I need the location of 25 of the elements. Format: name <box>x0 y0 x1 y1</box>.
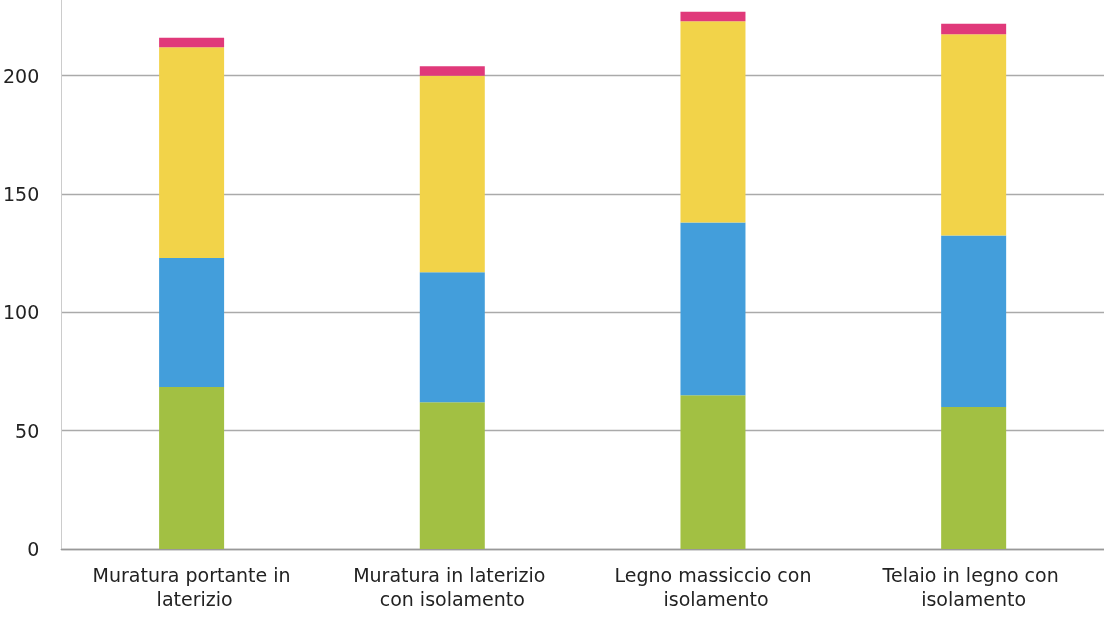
bar <box>419 75 485 273</box>
bar <box>419 402 485 549</box>
y-tick-label: 0 <box>27 538 40 560</box>
x-tick-label: Muratura in laterizio con isolamento <box>353 564 552 610</box>
y-tick-label: 100 <box>3 301 40 324</box>
bar <box>680 11 746 22</box>
bar <box>680 222 746 396</box>
bar <box>159 37 225 48</box>
bar <box>159 257 225 387</box>
y-tick-label: 50 <box>15 419 40 442</box>
x-tick-label: Muratura portante in laterizio <box>92 564 291 610</box>
bar <box>419 272 485 403</box>
bar <box>941 407 1007 549</box>
bar <box>680 395 746 549</box>
bar <box>159 386 225 549</box>
y-tick-label: 150 <box>3 183 40 206</box>
bar <box>941 235 1007 408</box>
bar <box>419 66 485 76</box>
x-tick-label: Telaio in legno con isolamento <box>881 564 1065 610</box>
x-tick-label: Legno massiccio con isolamento <box>614 564 812 610</box>
bar <box>941 23 1007 35</box>
bar <box>159 47 225 258</box>
bar <box>680 21 746 223</box>
bar <box>941 34 1007 236</box>
y-tick-label: 200 <box>3 64 40 87</box>
